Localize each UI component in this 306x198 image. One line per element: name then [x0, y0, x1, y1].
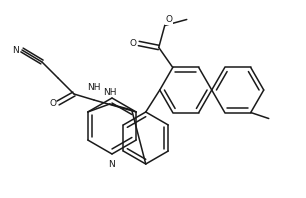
Text: NH: NH — [103, 88, 117, 97]
Text: N: N — [12, 46, 19, 54]
Text: O: O — [49, 98, 56, 108]
Text: N: N — [109, 160, 115, 169]
Text: O: O — [130, 39, 137, 48]
Text: NH: NH — [87, 83, 101, 92]
Text: O: O — [166, 15, 173, 25]
